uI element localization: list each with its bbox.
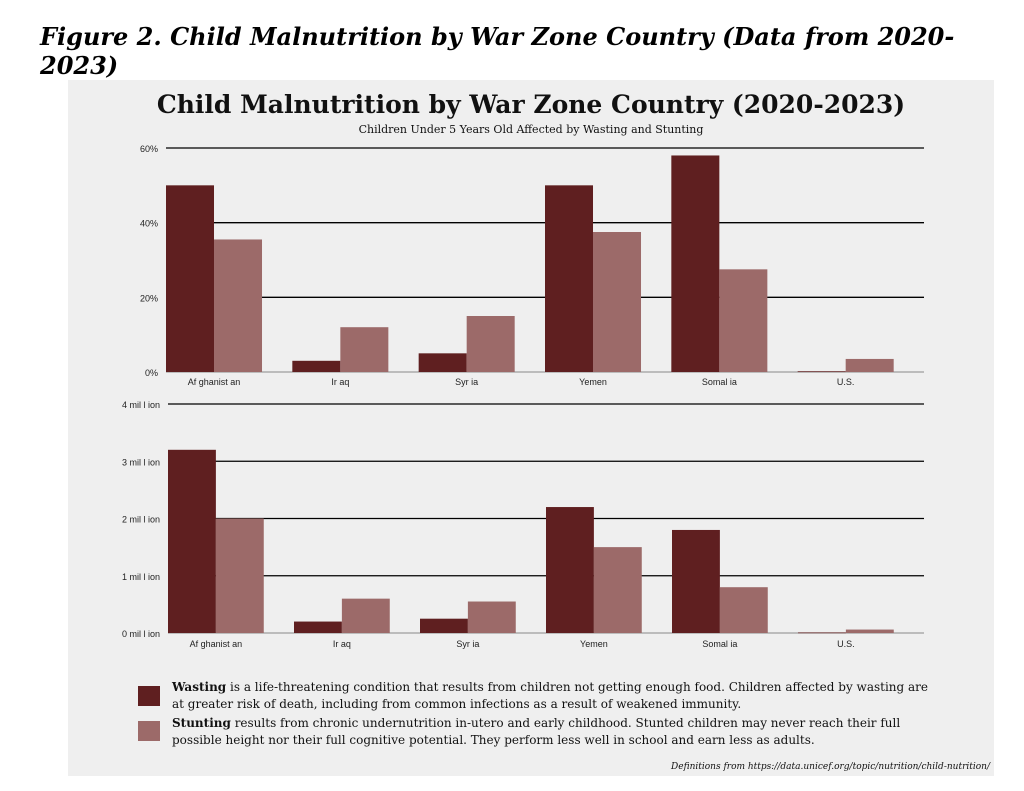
x-tick-label-0-0: Af ghanist an [188,377,241,387]
chart-subtitle: Children Under 5 Years Old Affected by W… [358,123,704,136]
x-tick-label-1-4: Somal ia [702,639,737,649]
bar-1-stunting-5 [845,629,894,633]
bar-0-stunting-1 [340,327,389,372]
bar-1-wasting-3 [546,507,594,633]
x-tick-label-0-3: Yemen [579,377,607,387]
x-tick-label-0-2: Syr ia [455,377,478,387]
legend-term-stunting: Stunting [172,716,231,730]
bar-1-wasting-2 [420,618,468,633]
y-tick-label-1-0: 0 mil l ion [122,629,160,639]
bar-charts: 0% 20% 40% 60% Af ghanist an Ir aq Syr ia Yemen… [122,144,924,649]
bar-1-wasting-4 [672,529,720,633]
x-tick-label-0-4: Somal ia [702,377,737,387]
y-tick-label-0-1: 20% [140,293,158,303]
legend-swatch-wasting [138,686,160,706]
bar-0-wasting-3 [545,185,594,372]
x-tick-label-0-1: Ir aq [331,377,349,387]
chart-title: Child Malnutrition by War Zone Country (… [156,90,906,119]
legend-desc-stunting: results from chronic undernutrition in-u… [172,716,901,747]
y-tick-label-0-2: 40% [140,219,158,229]
chart-panel: Child Malnutrition by War Zone Country (… [68,80,994,776]
x-tick-label-1-2: Syr ia [456,639,479,649]
bar-0-stunting-0 [214,239,263,372]
y-tick-label-1-2: 2 mil l ion [122,515,160,525]
y-tick-label-1-3: 3 mil l ion [122,457,160,467]
bar-0-wasting-0 [166,185,215,372]
bar-0-stunting-3 [593,232,642,372]
y-tick-label-0-0: 0% [145,368,158,378]
bar-1-stunting-1 [341,598,390,633]
x-tick-label-0-5: U.S. [837,377,855,387]
bar-0-wasting-2 [418,353,467,372]
bar-0-stunting-2 [466,316,515,372]
bar-0-wasting-4 [671,155,720,372]
x-tick-label-1-5: U.S. [837,639,855,649]
x-tick-label-1-0: Af ghanist an [190,639,243,649]
bar-1-stunting-4 [719,587,768,633]
bar-1-stunting-2 [467,601,516,633]
y-tick-label-1-1: 1 mil l ion [122,572,160,582]
bar-0-stunting-4 [719,269,768,372]
bar-0-stunting-5 [845,358,894,372]
bar-1-stunting-0 [215,518,264,633]
legend-term-wasting: Wasting [172,680,227,694]
x-tick-label-1-3: Yemen [580,639,608,649]
source-note: Definitions from https://data.unicef.org… [671,762,990,772]
x-tick-label-1-1: Ir aq [333,639,351,649]
y-tick-label-0-3: 60% [140,144,158,154]
y-tick-label-1-4: 4 mil l ion [122,400,160,410]
legend-desc-wasting: is a life-threatening condition that res… [172,680,929,711]
figure-caption: Figure 2. Child Malnutrition by War Zone… [40,22,955,80]
bar-0-wasting-5 [797,371,846,373]
bar-0-wasting-1 [292,360,341,372]
bar-1-stunting-3 [593,547,642,633]
bar-1-wasting-1 [294,621,342,633]
legend-text-wasting: Wasting is a life-threatening condition … [172,679,942,713]
legend-swatch-stunting [138,721,160,741]
bar-1-wasting-0 [168,449,216,633]
legend-text-stunting: Stunting results from chronic undernutri… [172,715,942,749]
bar-1-wasting-5 [798,632,846,634]
